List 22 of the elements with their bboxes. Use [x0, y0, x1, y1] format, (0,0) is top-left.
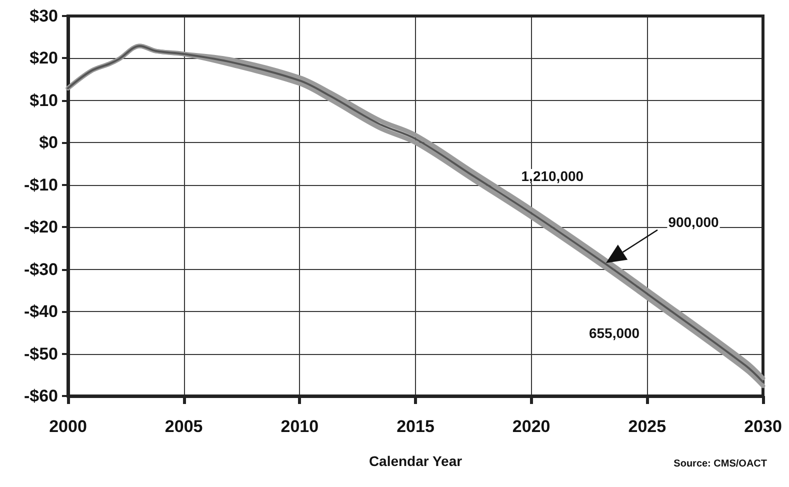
y-tick-label: $0	[39, 133, 58, 152]
x-tick-label: 2030	[744, 417, 782, 436]
y-tick-label: $20	[30, 48, 58, 68]
source-note: Source: CMS/OACT	[674, 458, 768, 470]
y-tick-label: -$40	[24, 302, 58, 322]
x-tick-label: 2015	[396, 417, 434, 436]
y-tick-label: -$60	[24, 386, 58, 406]
x-tick-label: 2020	[512, 417, 550, 436]
x-tick-label: 2025	[628, 417, 666, 436]
y-tick-label: -$10	[24, 175, 58, 194]
y-tick-label: -$30	[24, 260, 58, 279]
y-tick-label: $30	[30, 6, 58, 26]
y-tick-label: $10	[30, 90, 58, 110]
annotation: 1,210,000	[521, 168, 584, 184]
annotation: 655,000	[588, 324, 640, 341]
x-tick-label: 2000	[49, 417, 87, 436]
y-tick-label: -$20	[24, 218, 58, 237]
x-tick-label: 2005	[164, 417, 203, 436]
x-axis-title: Calendar Year	[368, 453, 463, 469]
x-tick-label: 2010	[280, 417, 319, 436]
annotation: 900,000	[668, 214, 720, 230]
y-tick-label: -$50	[24, 344, 58, 364]
